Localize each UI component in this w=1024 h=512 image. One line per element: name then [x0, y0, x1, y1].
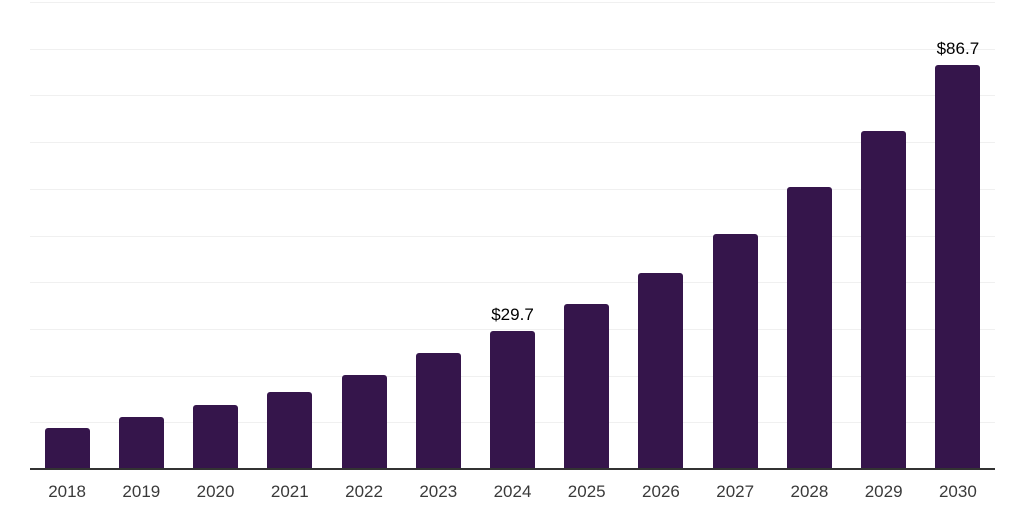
x-axis-label-2023: 2023 — [419, 482, 458, 501]
bar-2025 — [564, 304, 610, 470]
x-axis-label-2019: 2019 — [122, 482, 161, 501]
x-axis-label-2022: 2022 — [345, 482, 383, 501]
gridline — [30, 188, 995, 190]
gridline — [30, 48, 995, 50]
x-axis-label-2029: 2029 — [864, 482, 903, 501]
bar-value-label-2030: $86.7 — [936, 39, 980, 59]
bar-2030 — [935, 65, 981, 470]
x-axis-label-2024: 2024 — [493, 482, 532, 501]
bar-2027 — [712, 233, 758, 470]
bar-2023 — [415, 353, 461, 470]
bar-2019 — [118, 417, 164, 470]
x-axis-label-2020: 2020 — [196, 482, 235, 501]
x-axis-line — [30, 468, 995, 470]
gridline — [30, 2, 995, 3]
gridline — [30, 282, 995, 284]
gridline — [30, 235, 995, 237]
x-axis-label-2018: 2018 — [48, 482, 87, 501]
bar-2018 — [44, 427, 90, 470]
x-axis-label-2021: 2021 — [270, 482, 309, 501]
bar-2020 — [193, 405, 239, 470]
x-axis-label-2027: 2027 — [716, 482, 755, 501]
gridline — [30, 328, 995, 330]
plot-area: $29.7 $86.7 — [30, 0, 995, 470]
x-axis-label-2030: 2030 — [938, 482, 977, 501]
gridline — [30, 95, 995, 97]
bar-2026 — [638, 273, 684, 470]
x-axis-label-2026: 2026 — [642, 482, 680, 501]
bar-value-label-2024: $29.7 — [491, 305, 534, 325]
bar-2024 — [490, 331, 535, 470]
x-axis-label-2025: 2025 — [567, 482, 606, 501]
x-axis-label-2028: 2028 — [790, 482, 829, 501]
bar-2022 — [341, 375, 387, 470]
bar-2028 — [786, 187, 832, 470]
bar-2021 — [267, 392, 313, 470]
bar-2029 — [861, 131, 907, 470]
gridline — [30, 142, 995, 144]
